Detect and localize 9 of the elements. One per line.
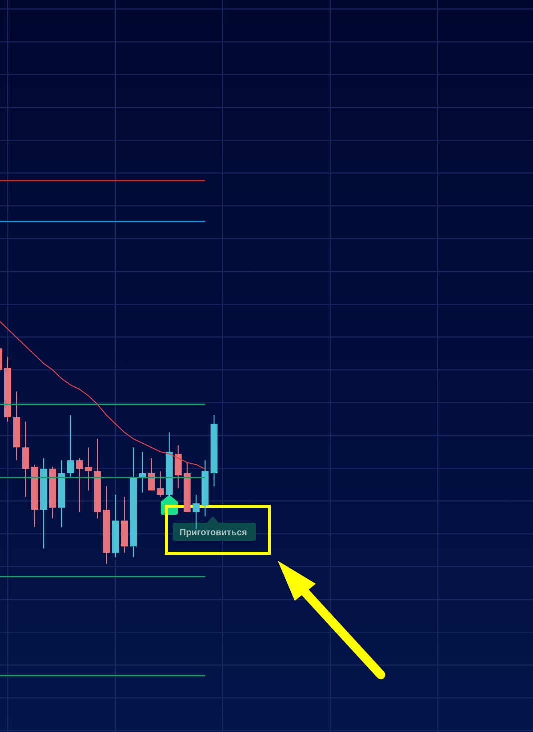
candlestick [192,494,200,530]
candlestick [67,414,74,478]
annotation: Приготовиться [180,528,248,538]
candlestick [156,470,164,498]
candlestick [85,447,92,492]
candlestick [76,458,84,513]
candlestick [148,458,156,492]
candlestick [174,444,182,490]
candlestick [22,421,30,498]
